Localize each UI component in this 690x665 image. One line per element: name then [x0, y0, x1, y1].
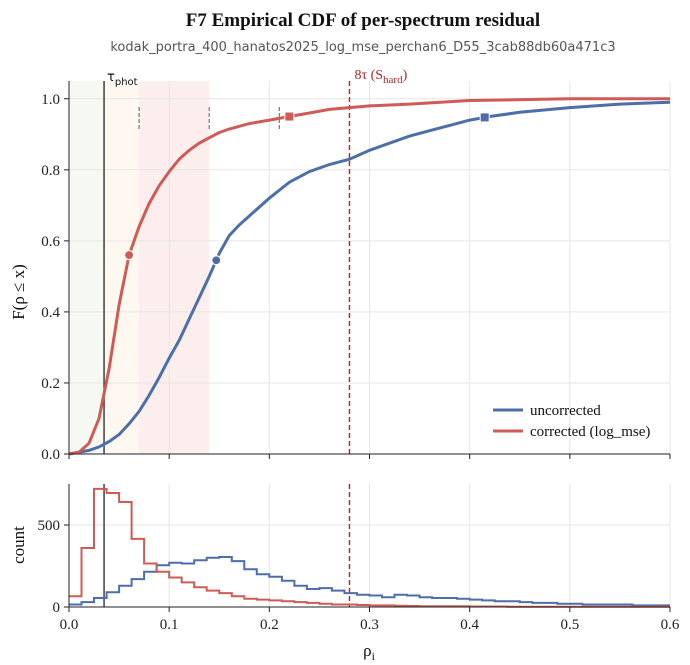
hist-step-uncorrected: [69, 556, 670, 607]
hist-xtick-label-2: 0.2: [260, 617, 279, 633]
hist-xtick-label-6: 0.6: [661, 617, 680, 633]
hist-y-label: count: [9, 526, 28, 564]
hist-ytick-label-1: 500: [38, 518, 61, 534]
band-below-tau: [69, 81, 105, 454]
tau-phot-label: τphot: [107, 70, 138, 88]
band-tau-to-2tau: [104, 81, 140, 454]
cdf-ytick-label-1: 0.2: [41, 376, 60, 392]
cdf-ytick-label-0: 0.0: [41, 447, 60, 463]
hist-xtick-label-5: 0.5: [560, 617, 579, 633]
cdf-y-ticks: 0.0 0.2 0.4 0.6 0.8 1.0: [41, 92, 69, 463]
cdf-panel: 0.0 0.2 0.4 0.6 0.8 1.0 τphot 8τ (Shard) F(ρ …: [9, 68, 671, 463]
legend-label-corrected: corrected (log_mse): [530, 424, 650, 440]
median-marker-0: [211, 255, 222, 266]
hist-xtick-label-4: 0.4: [460, 617, 479, 633]
hist-xtick-label-0: 0.0: [60, 617, 79, 633]
hist-grid: [68, 484, 671, 608]
cdf-line-uncorrected: [68, 100, 671, 456]
legend: uncorrected corrected (log_mse): [493, 403, 650, 440]
hard-threshold-label: 8τ (Shard): [354, 68, 407, 86]
hist-x-label: ρi: [363, 641, 375, 663]
dashed-markers: [138, 107, 280, 130]
cdf-grid: [68, 81, 671, 459]
band-2tau-to-4tau: [139, 81, 210, 454]
p95-marker-0: [479, 112, 490, 123]
hist-xtick-label-3: 0.3: [360, 617, 379, 633]
cdf-y-label: F(ρ ≤ x): [9, 264, 28, 320]
p95-marker-1: [284, 111, 295, 122]
cdf-ytick-label-4: 0.8: [41, 163, 60, 179]
chart-subtitle: kodak_portra_400_hanatos2025_log_mse_per…: [110, 40, 615, 55]
cdf-ytick-label-5: 1.0: [41, 92, 60, 108]
hist-x-ticks: 0.0 0.1 0.2 0.3 0.4 0.5 0.6: [60, 607, 680, 633]
median-marker-1: [124, 249, 135, 261]
cdf-ytick-label-3: 0.6: [41, 234, 60, 250]
hist-y-ticks: 0 500: [38, 518, 69, 616]
chart-title: F7 Empirical CDF of per-spectrum residua…: [186, 10, 540, 31]
legend-label-uncorrected: uncorrected: [530, 403, 601, 419]
hist-xtick-label-1: 0.1: [160, 617, 179, 633]
cdf-markers: [124, 111, 490, 266]
histogram-panel: 0 500 0.0 0.1 0.2 0.3 0.4 0.5 0.6 count ρi: [9, 484, 680, 663]
cdf-ytick-label-2: 0.4: [41, 305, 60, 321]
hist-ytick-label-0: 0: [53, 600, 61, 616]
cdf-line-corrected: [68, 97, 670, 456]
